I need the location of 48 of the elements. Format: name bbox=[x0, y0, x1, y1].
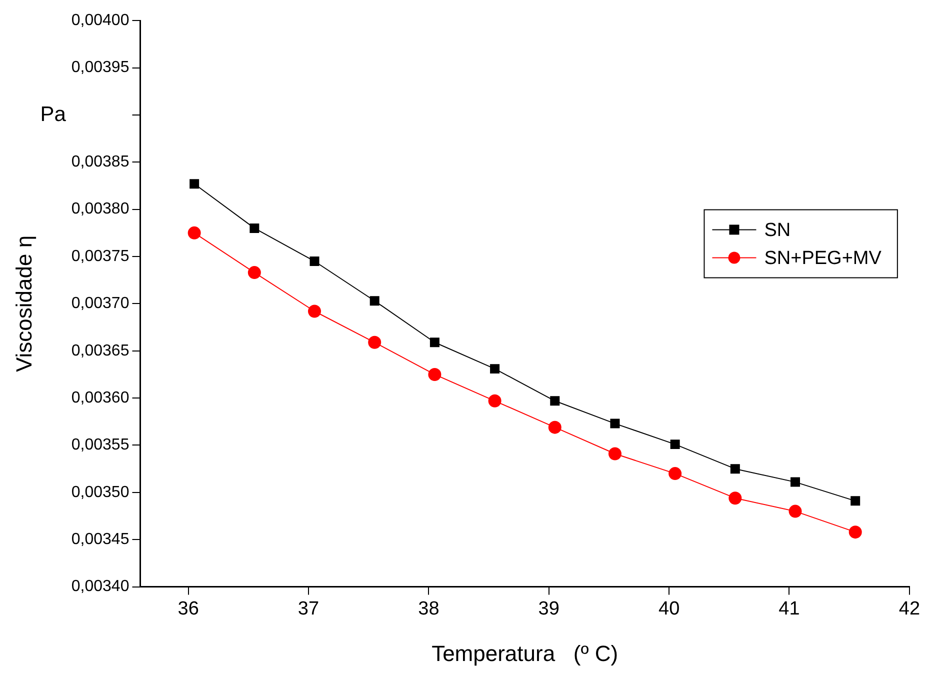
point bbox=[850, 496, 860, 506]
point bbox=[728, 492, 742, 505]
y-tick-label: 0,00370 bbox=[71, 295, 130, 312]
point bbox=[250, 223, 260, 233]
x-tick-label: 37 bbox=[298, 598, 320, 620]
point bbox=[368, 336, 382, 349]
x-tick-label: 41 bbox=[778, 598, 800, 620]
y-tick-label: 0,00375 bbox=[71, 248, 130, 265]
point bbox=[370, 296, 380, 306]
y-tick-label: 0,00360 bbox=[71, 389, 130, 406]
x-tick-label: 38 bbox=[418, 598, 440, 620]
text: Pa bbox=[40, 102, 66, 126]
point bbox=[550, 396, 560, 406]
point bbox=[248, 266, 261, 280]
x-tick-label: 40 bbox=[658, 598, 680, 620]
y-tick-label: 0,00355 bbox=[71, 436, 130, 454]
point bbox=[790, 477, 800, 487]
point bbox=[788, 504, 802, 518]
point bbox=[188, 226, 201, 240]
point bbox=[308, 304, 322, 318]
y-tick-label: 0,00350 bbox=[71, 484, 130, 501]
y-tick-label: 0,00340 bbox=[71, 578, 130, 596]
y-tick-label: 0,00400 bbox=[71, 12, 130, 30]
point bbox=[848, 526, 862, 539]
point bbox=[430, 338, 440, 348]
legend-label: SN bbox=[764, 220, 791, 241]
x-tick-label: 36 bbox=[178, 598, 199, 620]
point bbox=[608, 447, 622, 460]
y-tick-label: 0,00365 bbox=[71, 342, 130, 360]
point bbox=[310, 256, 320, 266]
point bbox=[428, 368, 442, 381]
x-tick-label: 39 bbox=[538, 598, 560, 620]
point bbox=[190, 179, 200, 189]
y-tick-label: 0,00345 bbox=[71, 531, 130, 548]
point bbox=[670, 440, 680, 450]
x-tick-label: 42 bbox=[898, 598, 920, 620]
y-tick-label: 0,00385 bbox=[71, 154, 130, 171]
y-axis-title: Viscosidade η bbox=[11, 235, 36, 372]
point bbox=[610, 418, 620, 428]
point bbox=[490, 364, 500, 374]
point bbox=[730, 464, 740, 474]
y-tick-label: 0,00380 bbox=[71, 200, 130, 218]
legend-label: SN+PEG+MV bbox=[764, 248, 882, 269]
point bbox=[488, 394, 502, 408]
point bbox=[548, 420, 562, 434]
x-axis-title: Temperatura (º C) bbox=[432, 640, 618, 666]
y-tick-label: 0,00395 bbox=[71, 59, 130, 76]
point bbox=[668, 467, 682, 480]
